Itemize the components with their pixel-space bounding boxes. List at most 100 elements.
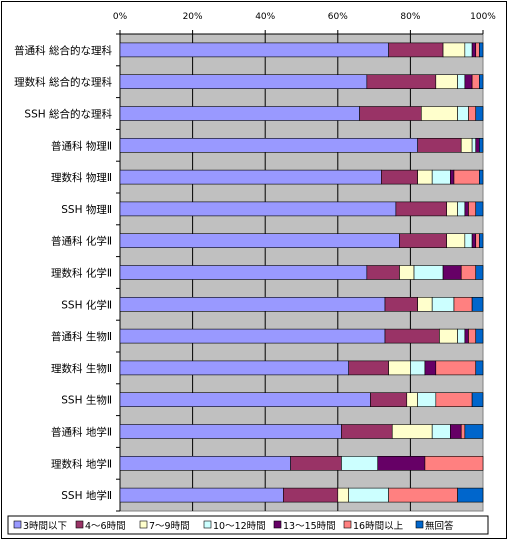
x-tick-label: 100% bbox=[470, 12, 496, 22]
bar-segment bbox=[406, 392, 418, 408]
bar-segment bbox=[119, 265, 368, 280]
bar-segment bbox=[468, 201, 477, 217]
bar-segment bbox=[475, 265, 484, 280]
bar-segment bbox=[464, 328, 469, 344]
bar-segment bbox=[395, 201, 448, 217]
bar-segment bbox=[468, 106, 477, 121]
bar-segment bbox=[479, 233, 484, 248]
category-label: 理数科 物理Ⅱ bbox=[51, 171, 112, 184]
bar-segment bbox=[283, 487, 339, 503]
x-tick-label: 80% bbox=[400, 12, 420, 22]
legend-box bbox=[7, 515, 489, 535]
category-label: SSH 生物Ⅱ bbox=[61, 394, 112, 407]
bar-segment bbox=[119, 296, 386, 312]
legend-swatch bbox=[139, 520, 148, 529]
bar-segment bbox=[119, 106, 360, 121]
bar-segment bbox=[119, 392, 371, 408]
bar-segment bbox=[119, 74, 368, 89]
bar-segment bbox=[424, 455, 484, 471]
category-label: 普通科 化学Ⅱ bbox=[51, 235, 112, 248]
legend-label: 4～6時間 bbox=[85, 521, 126, 532]
category-label: 理数科 地学Ⅱ bbox=[51, 457, 112, 470]
bar-segment bbox=[119, 360, 349, 376]
bar-segment bbox=[475, 233, 480, 248]
bar-segment bbox=[435, 392, 473, 408]
legend-swatch bbox=[13, 520, 22, 529]
bar-segment bbox=[479, 169, 484, 185]
bar-segment bbox=[119, 233, 400, 248]
bar-segment bbox=[471, 74, 480, 89]
bar-segment bbox=[442, 42, 466, 58]
bar-segment bbox=[348, 487, 389, 503]
bar-segment bbox=[475, 106, 484, 121]
bar-segment bbox=[446, 201, 458, 217]
bar-segment bbox=[457, 74, 466, 89]
bar-segment bbox=[384, 328, 440, 344]
bar-segment bbox=[475, 138, 480, 153]
category-label: SSH 地学Ⅱ bbox=[61, 489, 112, 502]
bar-segment bbox=[417, 392, 437, 408]
bar-segment bbox=[457, 487, 484, 503]
bar-segment bbox=[359, 106, 422, 121]
legend-swatch bbox=[415, 520, 424, 529]
legend-swatch bbox=[203, 520, 212, 529]
bar-segment bbox=[453, 296, 473, 312]
bar-segment bbox=[431, 424, 451, 439]
bar-segment bbox=[450, 424, 462, 439]
bar-segment bbox=[388, 487, 458, 503]
bar-segment bbox=[460, 138, 473, 153]
category-label: 理数科 生物Ⅱ bbox=[51, 362, 112, 375]
bar-segment bbox=[453, 169, 480, 185]
bar-segment bbox=[348, 360, 389, 376]
bar-segment bbox=[119, 455, 291, 471]
bar-segment bbox=[464, 74, 473, 89]
bar-segment bbox=[479, 74, 484, 89]
bar-segment bbox=[384, 296, 418, 312]
legend-swatch bbox=[273, 520, 282, 529]
bar-segment bbox=[410, 360, 426, 376]
bar-segment bbox=[475, 360, 484, 376]
bar-segment bbox=[475, 42, 480, 58]
bar-segment bbox=[119, 42, 389, 58]
bar-segment bbox=[417, 169, 433, 185]
bar-segment bbox=[420, 106, 458, 121]
bar-segment bbox=[471, 392, 484, 408]
bar-segment bbox=[471, 233, 477, 248]
bar-segment bbox=[391, 424, 433, 439]
category-label: 普通科 総合的な理科 bbox=[14, 44, 112, 57]
legend-label: 13～15時間 bbox=[283, 521, 336, 532]
x-tick-label: 20% bbox=[183, 12, 203, 22]
x-tick-label: 0% bbox=[113, 12, 128, 22]
bar-segment bbox=[424, 360, 437, 376]
bar-segment bbox=[479, 42, 484, 58]
bar-segment bbox=[366, 74, 437, 89]
bar-segment bbox=[460, 424, 466, 439]
bar-segment bbox=[119, 424, 342, 439]
bar-segment bbox=[377, 455, 426, 471]
bar-segment bbox=[457, 328, 466, 344]
bar-segment bbox=[290, 455, 342, 471]
x-tick-label: 60% bbox=[328, 12, 348, 22]
bar-segment bbox=[119, 138, 418, 153]
bar-segment bbox=[457, 106, 469, 121]
bar-segment bbox=[119, 201, 397, 217]
bar-segment bbox=[471, 138, 477, 153]
bar-segment bbox=[417, 138, 462, 153]
bar-segment bbox=[471, 42, 477, 58]
bar-segment bbox=[435, 360, 477, 376]
legend-label: 無回答 bbox=[425, 520, 454, 532]
bar-segment bbox=[460, 265, 477, 280]
bar-segment bbox=[439, 328, 458, 344]
bar-segment bbox=[442, 265, 462, 280]
legend-swatch bbox=[343, 520, 352, 529]
x-tick-label: 40% bbox=[255, 12, 275, 22]
category-label: 普通科 地学Ⅱ bbox=[51, 426, 112, 439]
bar-segment bbox=[119, 487, 284, 503]
bar-segment bbox=[337, 487, 349, 503]
bar-segment bbox=[431, 169, 451, 185]
bar-segment bbox=[464, 233, 473, 248]
category-label: SSH 物理Ⅱ bbox=[61, 203, 112, 216]
bar-segment bbox=[475, 201, 484, 217]
legend-label: 10～12時間 bbox=[213, 521, 266, 532]
